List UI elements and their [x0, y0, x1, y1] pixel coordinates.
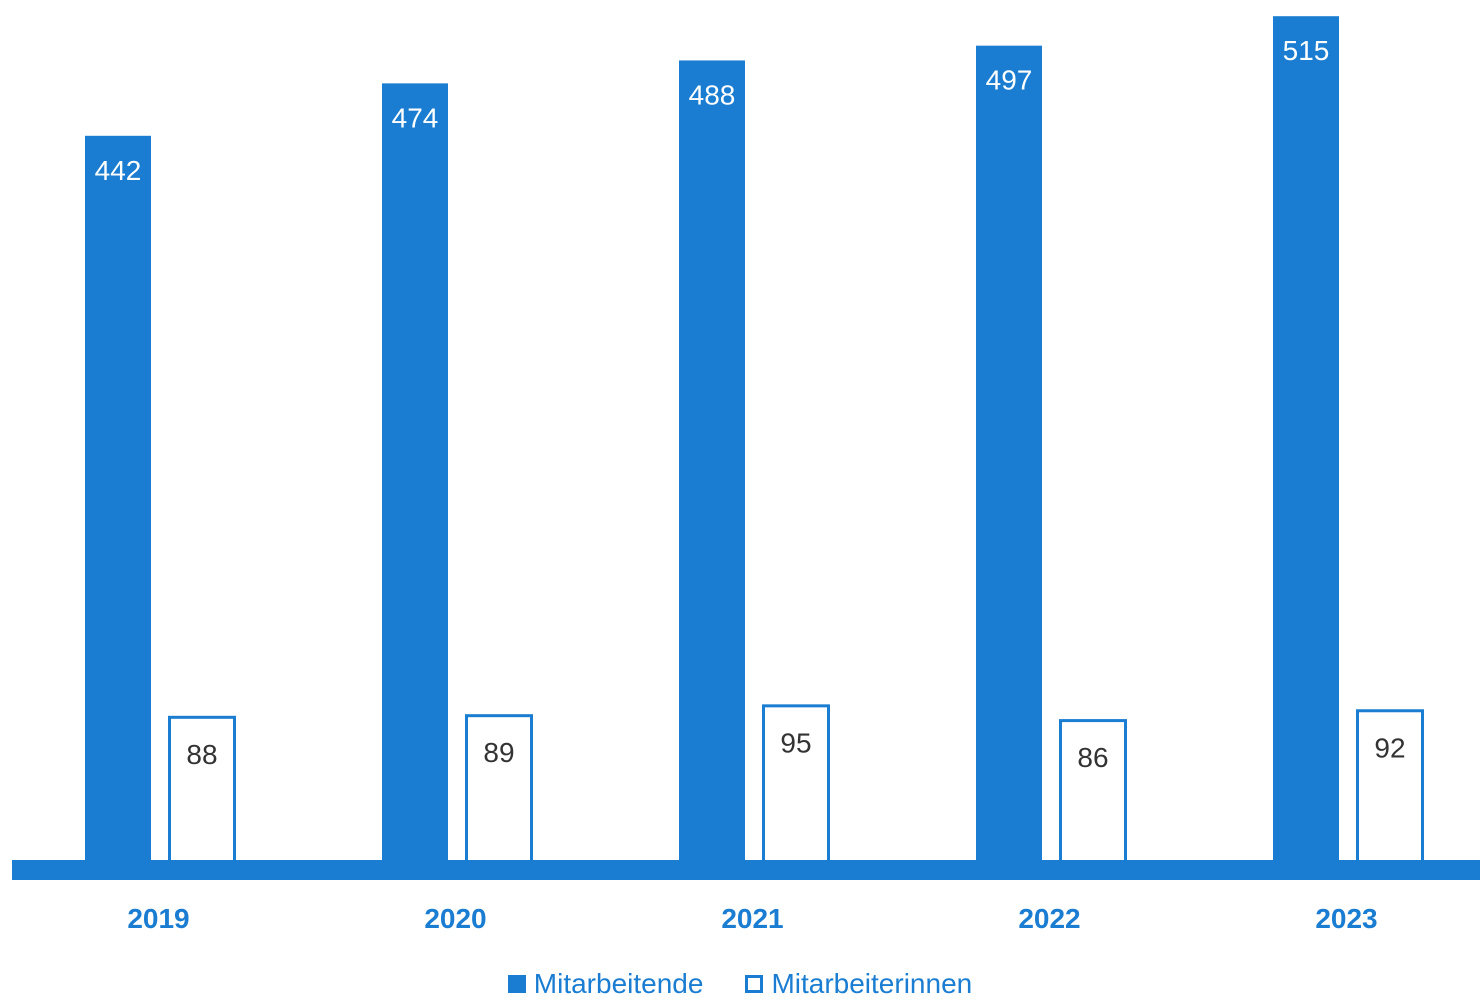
bar-mitarbeitende-2022: [976, 45, 1042, 860]
legend-item-mitarbeiterinnen: Mitarbeiterinnen: [745, 968, 972, 1000]
x-tick-label-2019: 2019: [127, 903, 189, 934]
value-label-mitarbeiterinnen-2023: 92: [1374, 732, 1405, 763]
bar-mitarbeitende-2023: [1273, 16, 1339, 860]
x-tick-label-2020: 2020: [424, 903, 486, 934]
value-label-mitarbeiterinnen-2019: 88: [186, 739, 217, 770]
legend-label-mitarbeiterinnen: Mitarbeiterinnen: [771, 968, 973, 999]
x-tick-label-2022: 2022: [1018, 903, 1080, 934]
x-axis-baseline: [12, 860, 1480, 880]
bar-mitarbeiterinnen-2022: [1059, 719, 1127, 863]
x-tick-label-2023: 2023: [1315, 903, 1377, 934]
bar-mitarbeitende-2021: [679, 60, 745, 860]
value-label-mitarbeitende-2022: 497: [986, 65, 1033, 96]
legend-label-mitarbeitende: Mitarbeitende: [533, 968, 704, 999]
legend-swatch-outline: [745, 975, 764, 993]
bars-layer: [85, 16, 1424, 864]
value-label-mitarbeitende-2021: 488: [689, 79, 736, 110]
legend-item-mitarbeitende: Mitarbeitende: [507, 968, 704, 1000]
value-label-mitarbeiterinnen-2022: 86: [1077, 742, 1108, 773]
labels-layer: 442 88 2019 474 89 2020 488 95 2021 497 86 2022 515 9…: [95, 35, 1406, 934]
bar-mitarbeitende-2019: [85, 135, 151, 861]
legend-swatch-filled: [507, 975, 526, 993]
value-label-mitarbeitende-2020: 474: [392, 102, 439, 133]
bar-mitarbeiterinnen-2019: [168, 715, 236, 863]
x-tick-label-2021: 2021: [721, 903, 783, 934]
bar-mitarbeitende-2020: [382, 83, 448, 860]
value-label-mitarbeiterinnen-2020: 89: [483, 737, 514, 768]
value-label-mitarbeiterinnen-2021: 95: [780, 727, 811, 758]
value-label-mitarbeitende-2023: 515: [1283, 35, 1330, 66]
legend: Mitarbeitende Mitarbeiterinnen: [0, 966, 1480, 1002]
value-label-mitarbeitende-2019: 442: [95, 155, 142, 186]
